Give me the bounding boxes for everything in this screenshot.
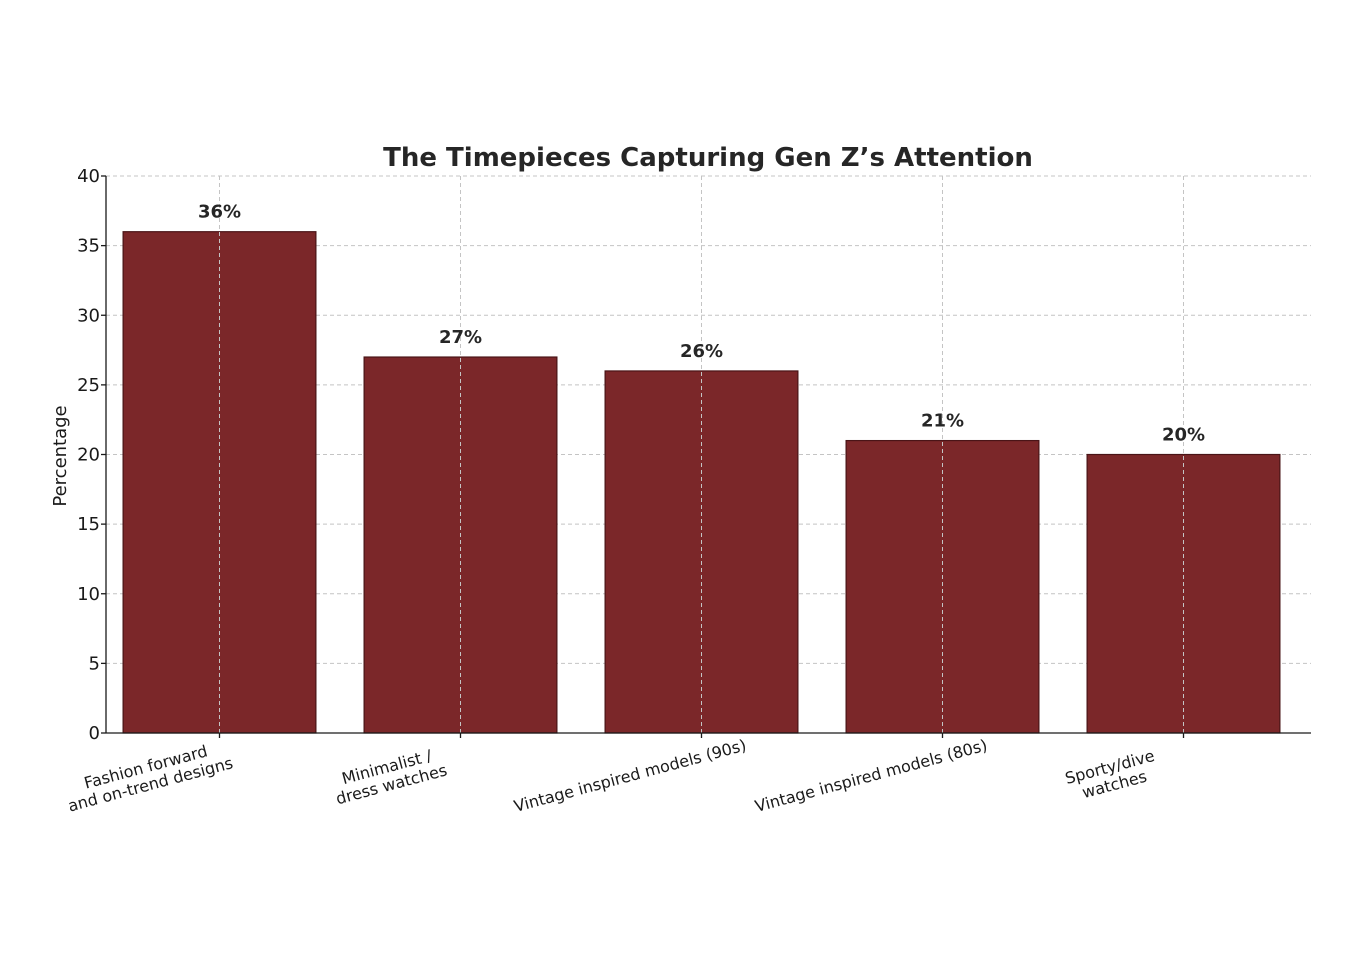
x-tick-label: Minimalist /dress watches (329, 743, 449, 808)
y-tick-label: 5 (89, 653, 100, 674)
y-tick-label: 35 (77, 236, 100, 257)
x-tick-label: Fashion forwardand on-trend designs (61, 736, 235, 816)
y-axis-label: Percentage (50, 405, 71, 506)
y-tick-labels: 0 5 10 15 20 25 30 35 40 (77, 166, 100, 744)
y-tick-label: 30 (77, 305, 100, 326)
bar (1086, 453, 1281, 734)
x-tick-label: Vintage inspired models (80s) (753, 736, 989, 816)
x-tick-label-line: Vintage inspired models (90s) (512, 736, 748, 816)
chart-title: The Timepieces Capturing Gen Z’s Attenti… (383, 143, 1033, 173)
vertical-grid-lines (219, 176, 1184, 733)
bar (122, 231, 317, 734)
y-tick-label: 15 (77, 514, 100, 535)
data-label: 21% (921, 411, 964, 432)
data-label: 26% (680, 341, 723, 362)
data-label: 36% (198, 202, 241, 223)
bars (122, 231, 1281, 734)
bar (363, 356, 558, 734)
data-label: 27% (439, 327, 482, 348)
data-label: 20% (1162, 425, 1205, 446)
axes (101, 175, 1311, 738)
x-tick-labels: Fashion forwardand on-trend designs Minim… (61, 736, 1161, 816)
y-tick-label: 20 (77, 445, 100, 466)
x-tick-label: Sporty/divewatches (1063, 746, 1161, 805)
y-tick-label: 10 (77, 584, 100, 605)
y-tick-label: 25 (77, 375, 100, 396)
x-tick-label-line: Vintage inspired models (80s) (753, 736, 989, 816)
data-labels: 36% 27% 26% 21% 20% (198, 202, 1205, 446)
y-tick-label: 40 (77, 166, 100, 187)
y-tick-label: 0 (89, 723, 100, 744)
x-tick-label: Vintage inspired models (90s) (512, 736, 748, 816)
bar (604, 370, 799, 734)
